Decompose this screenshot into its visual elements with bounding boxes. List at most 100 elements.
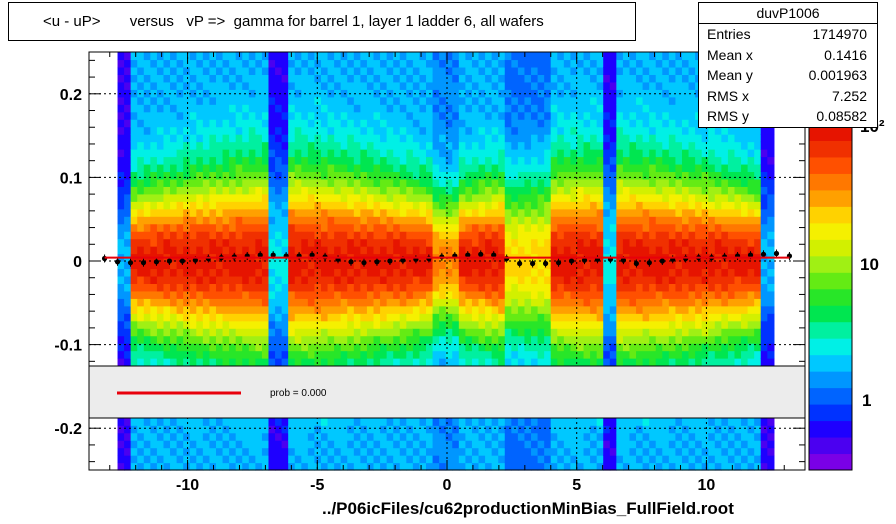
heatmap-cell (478, 96, 486, 105)
heatmap-cell (386, 156, 394, 165)
heatmap-cell (399, 246, 407, 255)
heatmap-cell (176, 216, 184, 225)
heatmap-cell (616, 59, 624, 68)
heatmap-cell (307, 432, 316, 441)
heatmap-cell (314, 149, 322, 158)
heatmap-cell (334, 305, 342, 314)
heatmap-cell (629, 432, 637, 441)
heatmap-cell (576, 201, 585, 210)
heatmap-cell (419, 66, 427, 75)
heatmap-cell (340, 313, 348, 322)
heatmap-cell (439, 358, 447, 367)
heatmap-cell (229, 134, 237, 143)
heatmap-cell (321, 216, 329, 225)
heatmap-cell (662, 313, 670, 322)
heatmap-cell (150, 126, 158, 135)
heatmap-cell (156, 328, 165, 337)
heatmap-cell (360, 52, 368, 61)
heatmap-cell (445, 59, 453, 68)
heatmap-cell (196, 283, 204, 292)
heatmap-cell (321, 238, 329, 247)
heatmap-cell (662, 104, 670, 113)
heatmap-cell (517, 163, 526, 173)
heatmap-cell (636, 246, 644, 255)
heatmap-cell (596, 425, 604, 434)
heatmap-cell (576, 126, 585, 135)
heatmap-cell (471, 126, 480, 135)
heatmap-cell (156, 305, 165, 314)
heatmap-cell (642, 96, 650, 105)
heatmap-cell (215, 350, 224, 359)
heatmap-cell (137, 261, 145, 270)
heatmap-cell (537, 358, 545, 367)
heatmap-cell (334, 193, 342, 202)
heatmap-cell (655, 432, 663, 441)
heatmap-cell (485, 89, 493, 98)
heatmap-cell (156, 313, 165, 322)
heatmap-cell (261, 149, 270, 158)
heatmap-cell (498, 216, 506, 225)
heatmap-cell (609, 447, 617, 456)
heatmap-cell (590, 104, 598, 113)
heatmap-cell (307, 238, 316, 247)
heatmap-cell (124, 111, 132, 120)
heatmap-cell (340, 52, 348, 61)
heatmap-cell (242, 343, 250, 352)
heatmap-cell (681, 111, 690, 120)
heatmap-cell (229, 156, 237, 165)
heatmap-cell (281, 104, 289, 113)
heatmap-cell (399, 178, 407, 187)
heatmap-cell (465, 141, 473, 150)
heatmap-cell (353, 111, 361, 120)
heatmap-cell (360, 81, 368, 90)
heatmap-cell (386, 149, 394, 158)
heatmap-cell (393, 52, 401, 61)
heatmap-cell (189, 432, 197, 441)
heatmap-cell (393, 417, 401, 426)
heatmap-cell (360, 126, 368, 135)
heatmap-cell (517, 328, 526, 337)
heatmap-cell (124, 283, 132, 292)
heatmap-cell (688, 238, 696, 247)
heatmap-cell (629, 96, 637, 105)
heatmap-cell (458, 328, 466, 337)
heatmap-cell (321, 141, 329, 150)
heatmap-cell (609, 52, 617, 61)
heatmap-cell (550, 343, 558, 352)
heatmap-cell (412, 216, 421, 225)
heatmap-cell (281, 149, 289, 158)
heatmap-cell (117, 290, 125, 299)
heatmap-cell (668, 156, 677, 165)
heatmap-cell (668, 96, 677, 105)
heatmap-cell (170, 104, 178, 113)
heatmap-cell (550, 350, 558, 359)
heatmap-cell (229, 290, 237, 299)
heatmap-cell (688, 149, 696, 158)
heatmap-cell (117, 178, 125, 187)
heatmap-cell (334, 134, 342, 143)
heatmap-cell (386, 320, 394, 329)
heatmap-cell (609, 275, 617, 284)
heatmap-cell (209, 290, 217, 299)
heatmap-cell (583, 81, 591, 90)
heatmap-cell (504, 156, 512, 165)
heatmap-cell (235, 231, 243, 240)
heatmap-cell (504, 298, 512, 307)
heatmap-cell (380, 149, 388, 158)
heatmap-cell (557, 328, 565, 337)
heatmap-cell (688, 290, 696, 299)
heatmap-cell (452, 126, 460, 135)
heatmap-cell (235, 275, 243, 284)
heatmap-cell (609, 186, 617, 195)
heatmap-cell (701, 462, 709, 471)
heatmap-cell (649, 59, 657, 68)
heatmap-cell (399, 320, 407, 329)
heatmap-cell (235, 261, 243, 270)
heatmap-cell (294, 96, 302, 105)
heatmap-cell (373, 223, 381, 232)
heatmap-cell (668, 141, 677, 150)
heatmap-cell (386, 208, 394, 217)
heatmap-cell (419, 126, 427, 135)
heatmap-cell (235, 216, 243, 225)
heatmap-cell (458, 111, 466, 120)
